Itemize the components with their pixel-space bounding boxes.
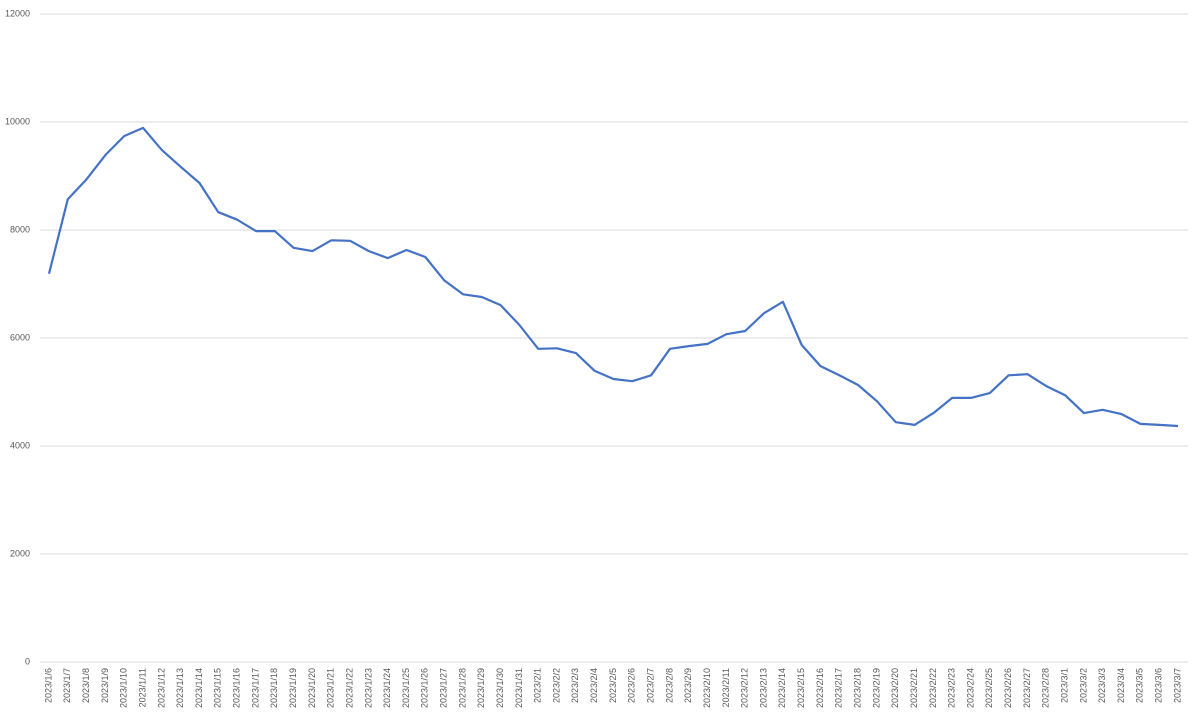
x-tick-label: 2023/3/5	[1135, 668, 1145, 703]
x-tick-label: 2023/1/31	[514, 668, 524, 708]
x-tick-label: 2023/2/19	[871, 668, 881, 708]
y-tick-label: 12000	[5, 8, 30, 18]
x-tick-label: 2023/1/6	[43, 668, 53, 703]
x-tick-label: 2023/2/1	[533, 668, 543, 703]
x-tick-label: 2023/1/9	[100, 668, 110, 703]
x-tick-label: 2023/3/4	[1116, 668, 1126, 703]
x-tick-label: 2023/3/1	[1059, 668, 1069, 703]
x-tick-label: 2023/2/13	[758, 668, 768, 708]
x-tick-label: 2023/3/3	[1097, 668, 1107, 703]
x-tick-label: 2023/1/10	[119, 668, 129, 708]
x-tick-label: 2023/2/8	[664, 668, 674, 703]
x-tick-label: 2023/1/11	[137, 668, 147, 707]
x-tick-label: 2023/2/28	[1041, 668, 1051, 708]
line-series	[47, 126, 1179, 428]
x-tick-label: 2023/1/15	[213, 668, 223, 708]
x-tick-label: 2023/1/8	[81, 668, 91, 703]
x-tick-label: 2023/1/17	[250, 668, 260, 708]
x-tick-label: 2023/2/25	[984, 668, 994, 708]
x-tick-label: 2023/1/20	[307, 668, 317, 708]
x-tick-label: 2023/2/17	[834, 668, 844, 708]
x-tick-label: 2023/1/7	[62, 668, 72, 703]
x-tick-label: 2023/2/16	[815, 668, 825, 708]
x-tick-label: 2023/2/2	[551, 668, 561, 703]
x-tick-label: 2023/1/28	[457, 668, 467, 708]
x-tick-label: 2023/1/14	[194, 668, 204, 708]
y-tick-label: 4000	[10, 440, 30, 450]
x-tick-label: 2023/2/18	[852, 668, 862, 708]
x-tick-label: 2023/2/9	[683, 668, 693, 703]
x-tick-label: 2023/2/12	[740, 668, 750, 708]
x-tick-label: 2023/3/7	[1172, 668, 1182, 703]
x-tick-label: 2023/2/6	[627, 668, 637, 703]
x-tick-label: 2023/1/27	[439, 668, 449, 708]
x-tick-label: 2023/3/2	[1078, 668, 1088, 703]
x-tick-label: 2023/2/22	[928, 668, 938, 708]
x-tick-label: 2023/2/7	[646, 668, 656, 703]
x-tick-label: 2023/1/26	[420, 668, 430, 708]
x-tick-label: 2023/1/22	[344, 668, 354, 708]
x-tick-label: 2023/1/21	[326, 668, 336, 708]
x-tick-label: 2023/2/21	[909, 668, 919, 708]
x-tick-label: 2023/2/20	[890, 668, 900, 708]
x-tick-label: 2023/2/23	[947, 668, 957, 708]
y-tick-label: 8000	[10, 224, 30, 234]
x-tick-label: 2023/2/3	[570, 668, 580, 703]
x-tick-label: 2023/2/27	[1022, 668, 1032, 708]
x-tick-label: 2023/2/24	[965, 668, 975, 708]
x-tick-label: 2023/2/15	[796, 668, 806, 708]
x-tick-label: 2023/3/6	[1154, 668, 1164, 703]
x-tick-label: 2023/1/19	[288, 668, 298, 708]
y-tick-label: 2000	[10, 548, 30, 558]
x-tick-label: 2023/1/12	[156, 668, 166, 708]
x-tick-label: 2023/1/25	[401, 668, 411, 708]
y-tick-label: 10000	[5, 116, 30, 126]
x-tick-label: 2023/1/29	[476, 668, 486, 708]
x-tick-label: 2023/2/11	[721, 668, 731, 707]
x-tick-label: 2023/1/18	[269, 668, 279, 708]
x-tick-label: 2023/2/5	[608, 668, 618, 703]
x-tick-label: 2023/1/30	[495, 668, 505, 708]
y-tick-label: 6000	[10, 332, 30, 342]
x-tick-label: 2023/1/23	[363, 668, 373, 708]
x-tick-label: 2023/2/26	[1003, 668, 1013, 708]
y-tick-label: 0	[25, 656, 30, 666]
x-tick-label: 2023/1/13	[175, 668, 185, 708]
x-tick-label: 2023/1/24	[382, 668, 392, 708]
x-tick-label: 2023/1/16	[232, 668, 242, 708]
x-tick-label: 2023/2/4	[589, 668, 599, 703]
x-tick-label: 2023/2/14	[777, 668, 787, 708]
x-tick-label: 2023/2/10	[702, 668, 712, 708]
